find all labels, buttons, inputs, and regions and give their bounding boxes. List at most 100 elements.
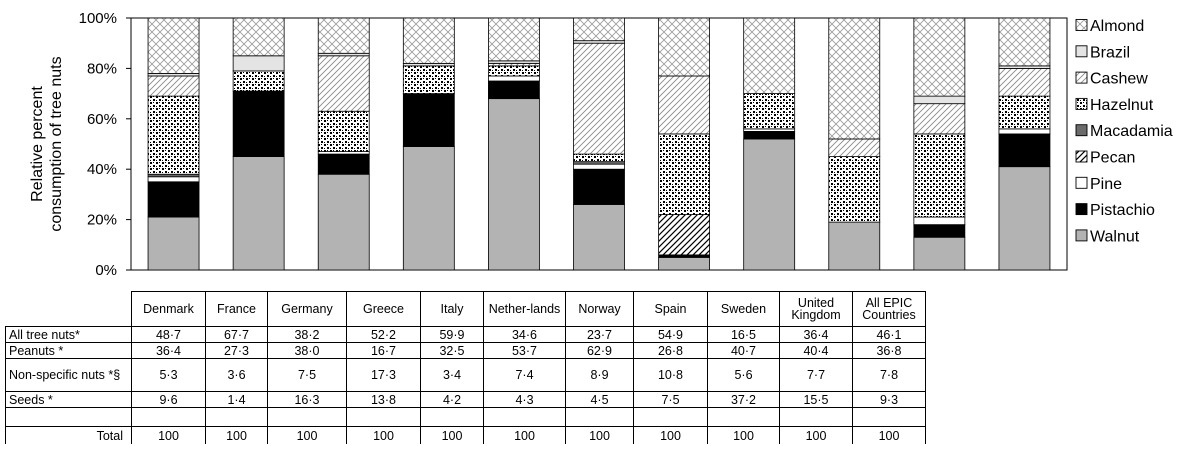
row-label: Peanuts * [5,342,132,359]
table-cell: 4·3 [483,391,566,408]
bar-segment-hazelnut [998,95,1051,130]
table-cell: 16·5 [707,326,780,343]
column-header: Germany [267,291,347,327]
bar-segment-cashew [828,138,881,158]
bar-segment-walnut [658,256,710,271]
bar-segment-pistachio [743,130,796,140]
bar-segment-cashew [913,103,966,135]
table-cell: 38·2 [267,326,347,343]
row-label: Seeds * [5,391,132,408]
legend-swatch [1075,176,1088,189]
bar-segment-hazelnut [317,110,370,152]
bar-segment-almond [658,17,710,77]
legend-swatch [1075,45,1088,58]
bar-segment-hazelnut [147,95,200,175]
table-cell: 48·7 [131,326,206,343]
bar-segment-almond [828,17,881,140]
legend-swatch [1075,71,1088,84]
table-cell: 13·8 [346,391,421,408]
table-cell: 100 [707,426,780,444]
column-header: Nether-lands [483,291,566,327]
table-cell: 4·2 [420,391,484,408]
table-cell: 8·9 [565,358,634,392]
table-cell: 100 [779,426,853,444]
bar-segment-hazelnut [573,153,625,163]
bar-segment-almond [573,17,625,42]
bar-segment-hazelnut [828,156,881,223]
table-cell: 100 [346,426,421,444]
table-cell: 32·5 [420,342,484,359]
table-cell: 3·6 [205,358,268,392]
legend-item-brazil: Brazil [1075,44,1130,61]
blank-cell [852,407,926,427]
y-tick-label: 0% [95,262,117,279]
legend-swatch [1075,124,1088,137]
bar-segment-walnut [573,204,625,271]
legend-label: Cashew [1090,71,1148,88]
bar-segment-pine [573,163,625,170]
bar-segment-hazelnut [658,133,710,215]
legend-swatch [1075,97,1088,110]
bar-segment-hazelnut [232,70,285,92]
blank-cell [5,407,132,427]
column-header: France [205,291,268,327]
bar-segment-walnut [913,236,966,271]
table-cell: 5·3 [131,358,206,392]
blank-cell [346,407,421,427]
legend-item-pecan: Pecan [1075,150,1135,167]
table-cell: 36·4 [131,342,206,359]
blank-cell [565,407,634,427]
table-cell: 38·0 [267,342,347,359]
blank-cell [267,407,347,427]
table-cell: 100 [267,426,347,444]
table-cell: 36·4 [779,326,853,343]
bar-segment-walnut [402,146,455,271]
bar-segment-walnut [743,138,796,271]
table-cell: 9·3 [852,391,926,408]
legend-label: Almond [1090,18,1144,35]
y-tick-label: 80% [87,60,117,77]
legend-label: Pine [1090,176,1122,193]
legend-label: Pecan [1090,150,1135,167]
bar-segment-pecan [658,214,710,256]
data-table: Denmark France Germany Greece Italy Nether-la… [5,291,926,444]
blank-cell [707,407,780,427]
table-cell: 7·5 [267,358,347,392]
table-cell: 40·7 [707,342,780,359]
bar-segment-cashew [317,55,370,112]
bar-segment-brazil [232,55,285,72]
bar-segment-almond [232,17,285,57]
bar-segment-almond [147,17,200,74]
table-cell: 62·9 [565,342,634,359]
bar-segment-pistachio [147,181,200,218]
table-cell: 52·2 [346,326,421,343]
bar-segment-walnut [232,156,285,271]
table-cell: 23·7 [565,326,634,343]
column-header: Sweden [707,291,780,327]
table-cell: 46·1 [852,326,926,343]
table-row: Peanuts * 36·4 27·3 38·0 16·7 32·5 53·7 62·9 26·… [5,342,926,359]
legend-label: Hazelnut [1090,97,1154,114]
legend-swatch [1075,150,1088,163]
table-cell: 27·3 [205,342,268,359]
y-axis-title-line: Relative percent [29,86,46,202]
bar-segment-hazelnut [743,93,796,130]
table-cell: 7·8 [852,358,926,392]
table-cell: 54·9 [633,326,708,343]
bar-segment-walnut [147,216,200,271]
table-cell: 59·9 [420,326,484,343]
bar-segment-almond [998,17,1051,67]
bar-segment-walnut [317,173,370,271]
table-cell: 10·8 [633,358,708,392]
blank-cell [131,407,206,427]
legend-item-walnut: Walnut [1075,228,1140,245]
table-corner [6,292,132,327]
y-tick-label: 100% [79,10,117,27]
bar-segment-pistachio [232,90,285,157]
legend: Almond Brazil Cashew Hazelnut Macadamia Pecan… [1075,18,1173,245]
bar-segment-brazil [913,95,966,105]
table-cell: 7·5 [633,391,708,408]
stacked-bar-chart: 0% 20% 40% 60% 80% 100% Relative percent consu… [29,10,1173,279]
table-cell: 100 [131,426,206,444]
table-cell: 36·8 [852,342,926,359]
